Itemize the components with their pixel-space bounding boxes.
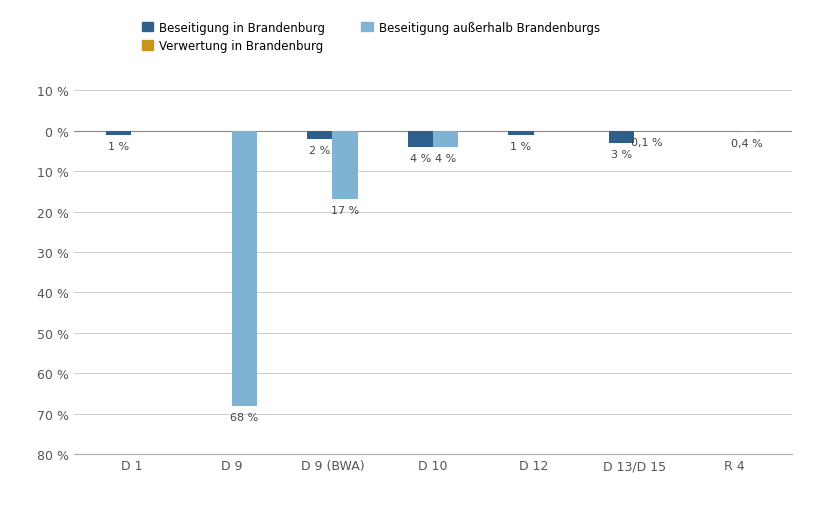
Bar <box>106 131 132 135</box>
Text: 68 %: 68 % <box>230 412 259 422</box>
Bar <box>609 131 634 143</box>
Bar <box>232 131 257 406</box>
Text: 1 %: 1 % <box>108 141 129 152</box>
Bar <box>408 131 433 147</box>
Text: 0,1 %: 0,1 % <box>631 138 663 148</box>
Text: 4 %: 4 % <box>410 154 431 164</box>
Text: 3 %: 3 % <box>611 149 632 160</box>
Text: 17 %: 17 % <box>331 206 359 216</box>
Bar <box>508 131 534 135</box>
Bar <box>739 131 755 133</box>
Bar <box>307 131 333 139</box>
Bar <box>433 131 458 147</box>
Bar <box>333 131 358 200</box>
Text: 4 %: 4 % <box>435 154 456 164</box>
Text: 0,4 %: 0,4 % <box>731 139 763 149</box>
Text: 1 %: 1 % <box>511 141 532 152</box>
Text: 2 %: 2 % <box>310 145 331 156</box>
Legend: Beseitigung in Brandenburg, Verwertung in Brandenburg, Beseitigung außerhalb Bra: Beseitigung in Brandenburg, Verwertung i… <box>137 17 605 58</box>
